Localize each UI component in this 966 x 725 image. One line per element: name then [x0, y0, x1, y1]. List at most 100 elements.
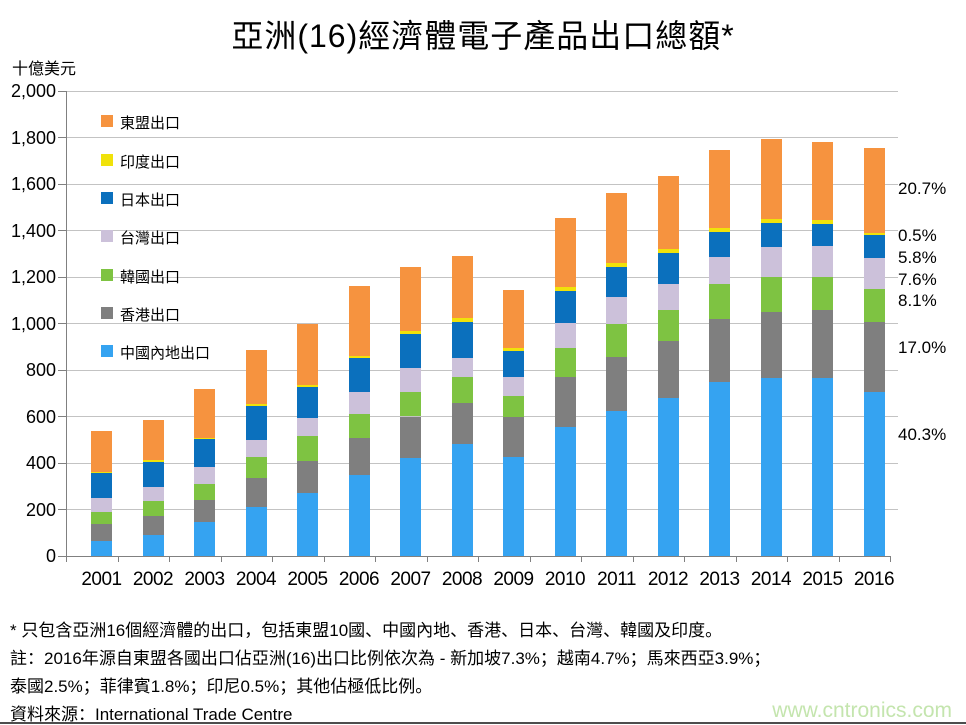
- bar-segment: [142, 419, 164, 461]
- x-axis-tick: [684, 556, 685, 562]
- bar-segment: [400, 267, 421, 332]
- x-axis-label: 2005: [287, 569, 328, 590]
- bar-segment: [142, 460, 164, 462]
- y-axis-unit-label: 十億美元: [12, 61, 77, 78]
- x-axis-label: 2010: [544, 569, 586, 590]
- percent-annotation: 40.3%: [898, 425, 947, 444]
- legend-item-label: 東盟出口: [120, 115, 181, 132]
- bar-segment: [760, 312, 782, 378]
- bar-segment: [503, 376, 524, 397]
- bar-segment: [348, 286, 370, 357]
- bar-segment: [554, 322, 576, 349]
- x-axis-tick: [478, 556, 479, 562]
- gridline: [66, 183, 898, 185]
- x-axis-tick: [838, 556, 840, 562]
- bar-segment: [348, 438, 370, 476]
- bar-segment: [606, 296, 627, 325]
- y-axis-tick-label: 400: [25, 453, 56, 473]
- legend-item-label: 印度出口: [120, 154, 181, 171]
- y-axis-tick-label: 600: [25, 406, 56, 427]
- bar-segment: [348, 392, 370, 414]
- watermark-link[interactable]: www.cntronics.com: [772, 699, 952, 722]
- percent-annotation: 17.0%: [898, 338, 947, 357]
- bar-segment: [503, 289, 524, 349]
- bar-segment: [348, 356, 370, 359]
- bar-segment: [297, 436, 318, 461]
- y-axis-tick: [58, 137, 66, 138]
- bar-segment: [400, 368, 421, 393]
- y-axis-tick-label: 1,400: [10, 220, 56, 241]
- bar-segment: [503, 351, 524, 377]
- x-axis-label: 2004: [235, 569, 277, 590]
- bar-segment: [297, 460, 318, 493]
- bar-segment: [91, 498, 112, 513]
- percent-annotation: 20.7%: [898, 179, 947, 198]
- bar-segment: [503, 348, 524, 352]
- y-axis-tick-label: 200: [25, 499, 56, 520]
- percent-annotation: 7.6%: [898, 270, 937, 289]
- bar-segment: [245, 350, 267, 405]
- bar-segment: [657, 175, 679, 250]
- x-axis-tick: [375, 556, 376, 562]
- x-axis-tick: [890, 556, 891, 562]
- bar-segment: [554, 218, 576, 288]
- bar-segment: [245, 506, 267, 556]
- x-axis-label: 2008: [441, 569, 483, 590]
- x-axis-label: 2002: [132, 569, 174, 590]
- bar-segment: [451, 444, 473, 556]
- bar-segment: [812, 277, 833, 311]
- bar-segment: [194, 389, 215, 439]
- bar-segment: [760, 218, 782, 223]
- bar-segment: [297, 384, 318, 387]
- bar-segment: [451, 357, 473, 377]
- x-axis-tick: [581, 556, 582, 562]
- percent-annotation: 5.8%: [898, 248, 937, 267]
- y-axis-tick: [58, 462, 66, 464]
- legend-item-label: 日本出口: [120, 192, 181, 209]
- x-axis-label: 2016: [853, 569, 895, 590]
- bar-segment: [91, 512, 112, 524]
- chart-title: 亞洲(16)經濟體電子產品出口總額*: [231, 18, 735, 54]
- bar-segment: [863, 148, 885, 233]
- bar-segment: [657, 253, 679, 285]
- legend-swatch: [101, 269, 113, 281]
- gridline: [66, 462, 898, 464]
- bar-segment: [812, 223, 833, 246]
- bar-segment: [142, 486, 164, 501]
- bar-segment: [451, 256, 473, 319]
- y-axis-tick: [58, 555, 66, 557]
- gridline: [66, 230, 898, 231]
- legend-item-label: 中國內地出口: [120, 345, 211, 362]
- bar-segment: [863, 234, 885, 259]
- y-axis-tick-label: 1,800: [10, 127, 56, 148]
- y-axis-tick-label: 1,600: [10, 174, 56, 194]
- gridline: [66, 323, 898, 324]
- bar-segment: [297, 418, 318, 437]
- y-axis-tick: [58, 183, 66, 185]
- bar-segment: [245, 404, 267, 406]
- bar-segment: [400, 333, 421, 369]
- bar-segment: [812, 245, 833, 277]
- y-axis-tick: [58, 323, 66, 324]
- x-axis-label: 2012: [647, 569, 689, 590]
- bar-segment: [91, 541, 112, 556]
- x-axis-label: 2014: [750, 569, 792, 590]
- bar-segment: [503, 457, 524, 556]
- bar-segment: [606, 324, 627, 357]
- bar-segment: [297, 323, 318, 385]
- x-axis-tick: [66, 556, 67, 562]
- bar-segment: [194, 499, 215, 523]
- x-axis-tick: [632, 556, 634, 562]
- bar-segment: [451, 402, 473, 445]
- x-axis-tick: [735, 556, 737, 562]
- x-axis-tick: [272, 556, 273, 562]
- y-axis-tick-label: 2,000: [10, 81, 56, 101]
- bar-segment: [91, 430, 112, 472]
- y-axis-line: [66, 90, 67, 557]
- bar-segment: [451, 321, 473, 358]
- bar-segment: [709, 228, 730, 232]
- footnote-note-line1: 註：2016年源自東盟各國出口佔亞洲(16)出口比例依次為 - 新加坡7.3%；…: [10, 649, 771, 668]
- gridline: [66, 137, 898, 138]
- x-axis-label: 2015: [802, 569, 843, 590]
